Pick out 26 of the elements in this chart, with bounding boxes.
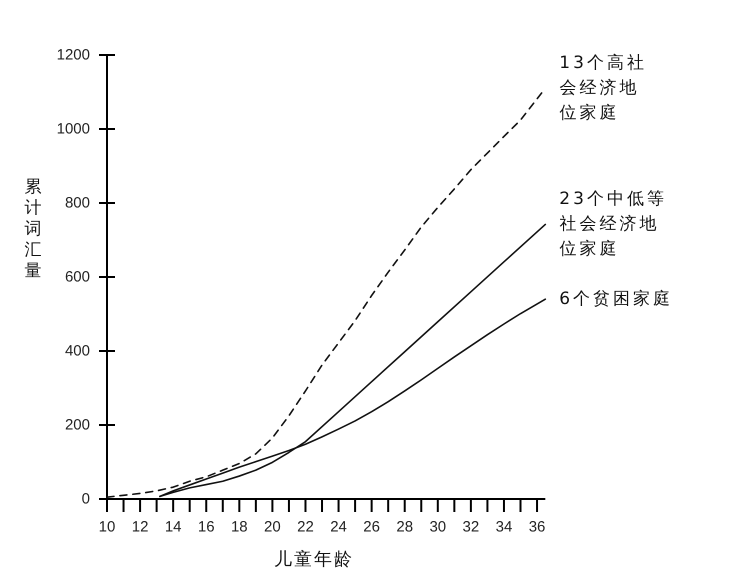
x-tick-label: 18 — [230, 518, 248, 536]
x-tick-label: 24 — [330, 518, 347, 536]
series-label: 23个中低等社会经济地位家庭 — [559, 188, 668, 261]
y-tick-label: 800 — [64, 194, 90, 212]
y-tick-label: 1200 — [56, 46, 90, 64]
x-tick-label: 26 — [363, 518, 380, 536]
x-tick-label: 28 — [396, 518, 414, 536]
x-tick-label: 36 — [528, 518, 546, 536]
x-tick-label: 10 — [98, 518, 116, 536]
y-tick-label: 1000 — [56, 120, 90, 138]
y-tick-label: 400 — [64, 342, 90, 360]
x-axis-title: 儿童年龄 — [274, 548, 354, 572]
x-tick-label: 12 — [132, 518, 148, 536]
y-tick-label: 0 — [82, 490, 90, 508]
series-label: 13个高社会经济地位家庭 — [559, 52, 648, 125]
y-tick-label: 600 — [64, 268, 90, 286]
x-tick-label: 30 — [429, 518, 446, 536]
x-tick-label: 22 — [297, 518, 314, 536]
series-label: 6个贫困家庭 — [559, 288, 674, 311]
y-axis-title: 累计词汇量 — [24, 176, 42, 282]
y-tick-label: 200 — [64, 416, 90, 434]
x-tick-label: 14 — [164, 518, 182, 536]
x-tick-label: 20 — [264, 518, 281, 536]
x-tick-label: 16 — [198, 518, 215, 536]
x-tick-label: 32 — [462, 518, 480, 536]
x-tick-label: 34 — [496, 518, 512, 536]
